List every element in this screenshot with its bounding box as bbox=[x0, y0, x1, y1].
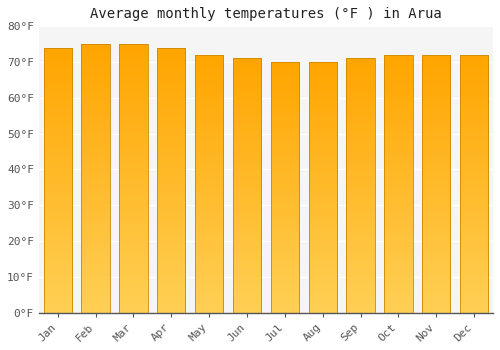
Bar bbox=[308, 62, 337, 313]
Bar bbox=[119, 44, 148, 313]
Bar bbox=[195, 55, 224, 313]
Bar bbox=[460, 55, 488, 313]
Bar bbox=[384, 55, 412, 313]
Bar bbox=[422, 55, 450, 313]
Bar bbox=[346, 58, 375, 313]
Bar bbox=[82, 44, 110, 313]
Bar bbox=[270, 62, 299, 313]
Bar bbox=[157, 48, 186, 313]
Bar bbox=[233, 58, 261, 313]
Bar bbox=[44, 48, 72, 313]
Title: Average monthly temperatures (°F ) in Arua: Average monthly temperatures (°F ) in Ar… bbox=[90, 7, 442, 21]
